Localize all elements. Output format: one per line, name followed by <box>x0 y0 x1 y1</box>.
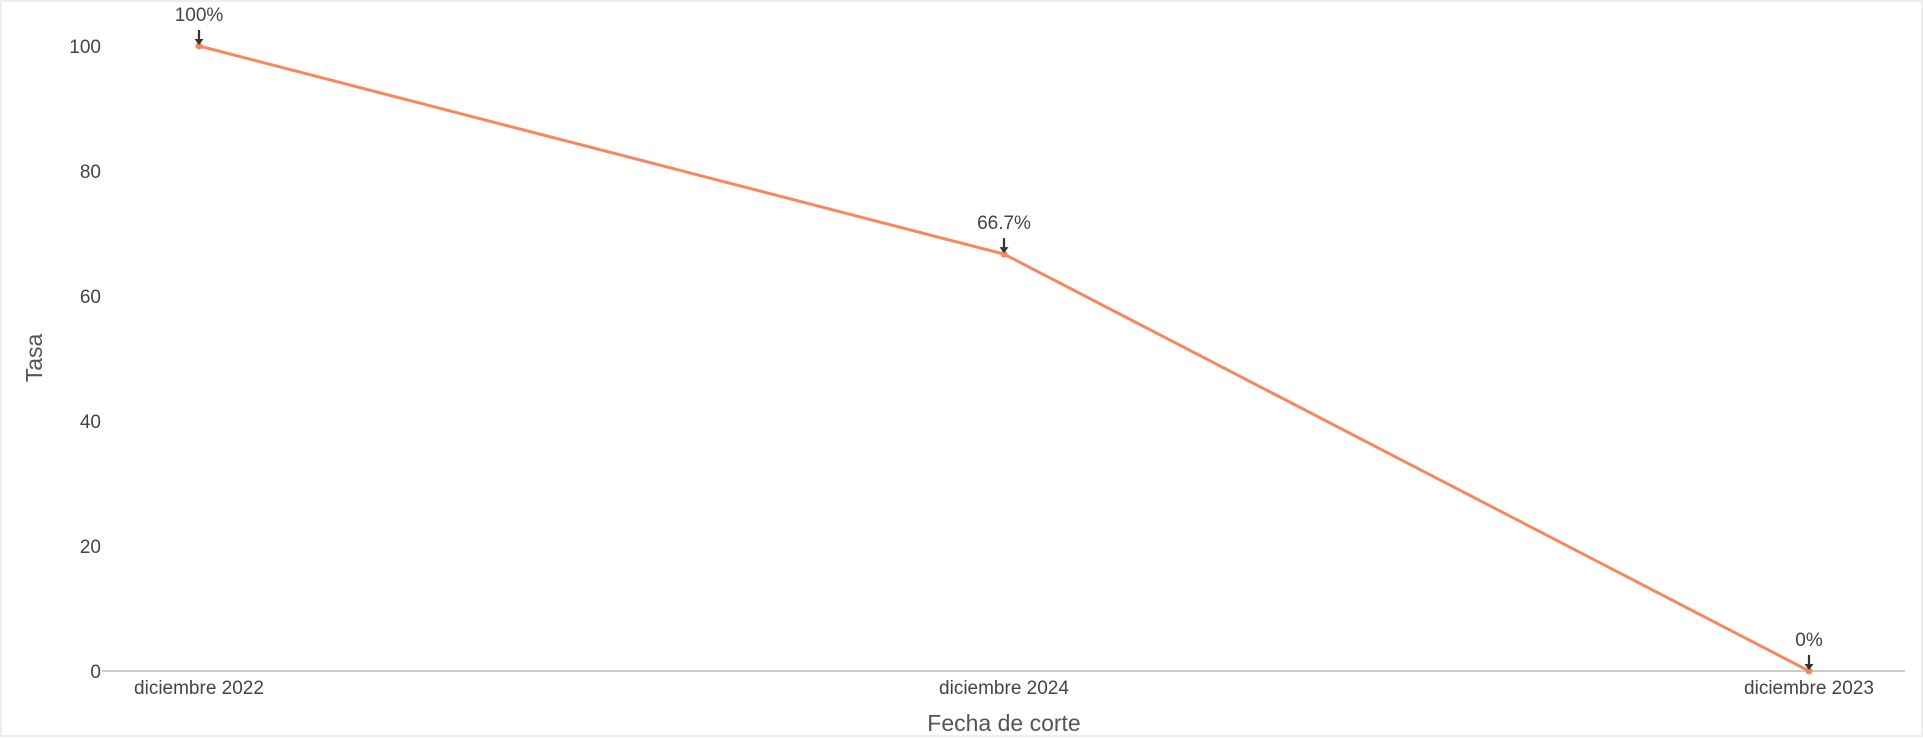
x-tick-label: diciembre 2024 <box>939 678 1069 699</box>
y-axis: 0 20 40 60 80 100 <box>69 37 101 683</box>
x-axis-title: Fecha de corte <box>927 710 1080 736</box>
data-labels-group: 100% 66.7% 0% <box>175 5 1823 670</box>
data-label: 0% <box>1795 630 1823 651</box>
y-tick-label: 40 <box>80 412 101 433</box>
series-line <box>197 44 1811 673</box>
annotation-arrow-head <box>194 39 204 45</box>
x-tick-label: diciembre 2022 <box>134 678 264 699</box>
annotation-arrow-head <box>999 247 1009 254</box>
x-tick-label: diciembre 2023 <box>1744 678 1874 699</box>
annotation-arrow-head <box>1804 664 1814 670</box>
y-tick-label: 60 <box>80 287 101 308</box>
x-axis: diciembre 2022 diciembre 2024 diciembre 20… <box>134 678 1874 699</box>
y-tick-label: 100 <box>69 37 101 58</box>
data-point <box>1000 250 1008 258</box>
y-tick-label: 0 <box>90 662 101 683</box>
data-point <box>1805 667 1813 675</box>
series-group <box>195 42 1813 675</box>
data-label: 100% <box>175 5 224 26</box>
y-tick-label: 20 <box>80 537 101 558</box>
data-label: 66.7% <box>977 213 1031 234</box>
y-tick-label: 80 <box>80 162 101 183</box>
data-point <box>195 42 203 50</box>
y-axis-title: Tasa <box>21 334 47 383</box>
